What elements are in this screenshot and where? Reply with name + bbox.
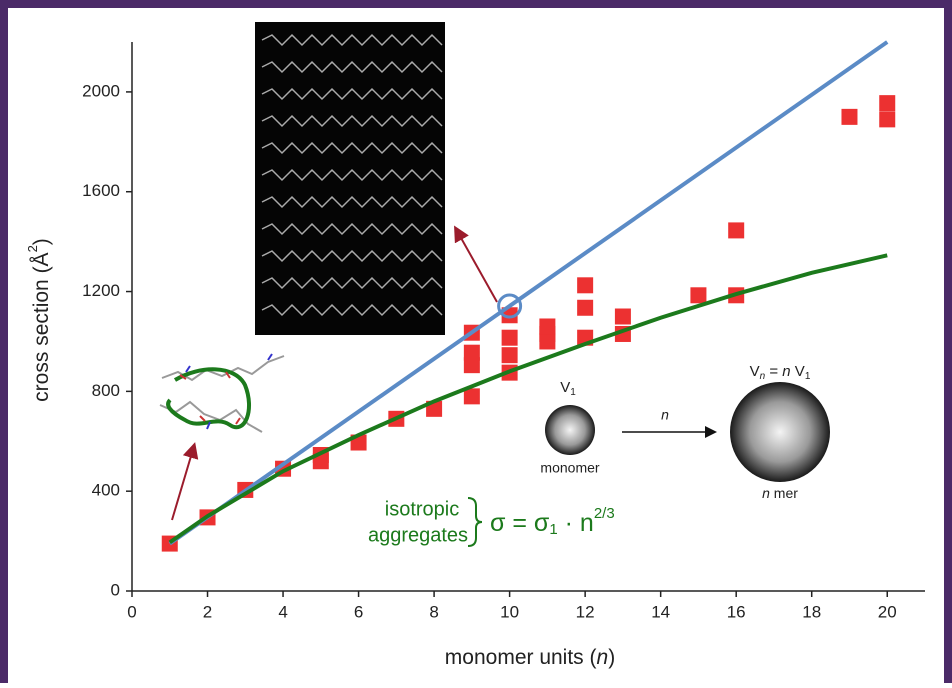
x-tick-label: 16 (727, 602, 746, 621)
group-label: aggregates (368, 524, 468, 546)
data-point (841, 109, 857, 125)
data-point (464, 388, 480, 404)
data-point (464, 345, 480, 361)
formula-sup: 2/3 (594, 505, 615, 522)
x-tick-label: 14 (651, 602, 670, 621)
data-point (539, 318, 555, 334)
v1: V (560, 379, 570, 396)
x-tick-label: 2 (203, 602, 212, 621)
y-tick-label: 800 (92, 381, 120, 400)
data-point (615, 309, 631, 325)
data-point (879, 95, 895, 111)
data-point (879, 111, 895, 127)
formula-mid: · n (558, 509, 594, 537)
y-tick-label: 0 (111, 580, 120, 599)
data-point (577, 277, 593, 293)
group-label: isotropic (385, 498, 459, 520)
data-point (690, 287, 706, 303)
chart: monomer units (n) cross section (Å2) iso… (0, 0, 952, 683)
nmer-sphere (730, 382, 830, 482)
crystal-image (255, 22, 445, 335)
monomer-label: monomer (540, 460, 599, 476)
x-tick-label: 18 (802, 602, 821, 621)
y-tick-label: 1600 (82, 181, 120, 200)
x-tick-label: 8 (429, 602, 438, 621)
x-tick-label: 20 (878, 602, 897, 621)
nmer: mer (770, 485, 798, 501)
nmer-n: n (762, 485, 770, 501)
data-point (502, 347, 518, 363)
vn-v-sub: 1 (805, 371, 811, 382)
formula-sub: 1 (549, 521, 557, 538)
vn-v: V (791, 363, 805, 380)
x-label-close: ) (608, 646, 615, 669)
vn-eq: = (765, 363, 782, 380)
y-label-close: ) (30, 238, 53, 245)
vn-n: n (782, 363, 790, 380)
x-label-text: monomer units ( (445, 646, 597, 669)
y-tick-label: 1200 (82, 281, 120, 300)
x-tick-label: 12 (576, 602, 595, 621)
y-label-sup: 2 (25, 245, 40, 252)
y-tick-label: 400 (92, 481, 120, 500)
x-tick-label: 0 (127, 602, 136, 621)
y-axis-label: cross section (Å2) (25, 238, 52, 402)
data-point (728, 222, 744, 238)
x-label-italic: n (597, 646, 609, 669)
x-axis-label: monomer units (n) (445, 646, 615, 669)
x-tick-label: 4 (278, 602, 287, 621)
formula-lhs: σ = σ (490, 509, 550, 537)
data-point (577, 300, 593, 316)
y-label-text: cross section (Å (30, 252, 53, 401)
nmer-label: n mer (762, 485, 798, 501)
x-tick-label: 6 (354, 602, 363, 621)
vn-label: Vn = n V1 (750, 363, 811, 382)
v1-sub: 1 (570, 387, 576, 398)
monomer-sphere (545, 405, 595, 455)
y-tick-label: 2000 (82, 81, 120, 100)
vn: V (750, 363, 760, 380)
data-point (502, 330, 518, 346)
x-tick-label: 10 (500, 602, 519, 621)
arrow-label: n (661, 407, 669, 423)
